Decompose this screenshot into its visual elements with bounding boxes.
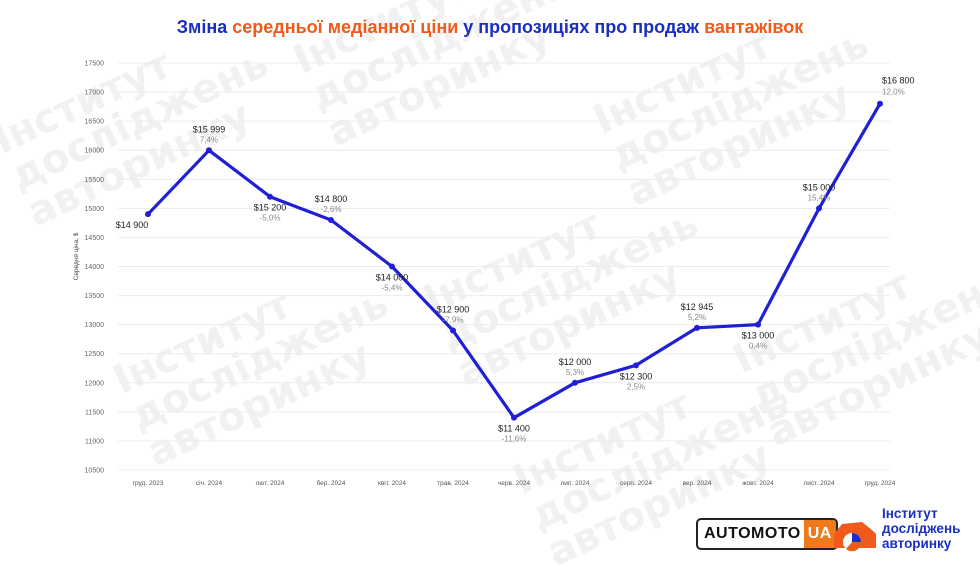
change-label: 15,4% [808, 193, 831, 202]
change-label: 7,4% [200, 135, 218, 144]
x-tick-label: груд. 2023 [133, 480, 164, 487]
institute-logo-line1: Інститут [882, 506, 938, 521]
data-point [267, 193, 273, 200]
data-point [816, 205, 822, 212]
x-tick-label: жовт. 2024 [742, 480, 774, 487]
y-tick-label: 14000 [85, 264, 105, 271]
y-tick-label: 16500 [85, 119, 105, 126]
x-tick-label: вер. 2024 [683, 480, 712, 487]
line-chart: 10500 11000 11500 12000 12500 13000 13500 14000… [72, 61, 915, 488]
value-label: $11 400 [498, 424, 530, 434]
value-label: $15 200 [254, 203, 287, 213]
change-label: -2,6% [321, 205, 342, 214]
change-label: 5,3% [566, 368, 584, 377]
x-tick-label: черв. 2024 [498, 480, 531, 487]
value-label: $14 000 [376, 273, 409, 283]
title-part: середньої медіанної ціни [232, 17, 459, 37]
y-tick-label: 12500 [85, 351, 105, 358]
y-tick-label: 14500 [85, 235, 105, 242]
y-tick-label: 15500 [85, 177, 105, 184]
institute-logo-line3: авторинку [882, 536, 952, 551]
value-label: $16 800 [882, 76, 915, 86]
data-point [389, 263, 395, 270]
y-tick-label: 16000 [85, 148, 105, 155]
value-label: $15 000 [803, 182, 836, 192]
data-point [755, 321, 761, 328]
automoto-logo-ua: UA [803, 520, 836, 548]
data-point [877, 100, 883, 107]
change-label: 12,0% [882, 88, 905, 97]
title-part: у пропозиціях про продаж [458, 17, 705, 37]
x-tick-label: трав. 2024 [437, 480, 469, 487]
value-label: $12 000 [559, 357, 592, 367]
automoto-logo: AUTOMOTO UA [696, 518, 838, 550]
y-tick-label: 11500 [85, 409, 104, 416]
institute-logo-line2: досліджень [882, 521, 961, 536]
car-pie-icon [834, 522, 876, 552]
data-point [633, 362, 639, 369]
x-tick-label: лип. 2024 [560, 480, 589, 487]
change-label: 2,5% [627, 382, 645, 391]
data-point [328, 216, 334, 223]
x-tick-label: серп. 2024 [620, 480, 652, 487]
data-point [145, 211, 151, 218]
y-tick-label: 17000 [85, 90, 105, 97]
change-label: 0,4% [749, 342, 767, 351]
value-label: $14 800 [315, 194, 348, 204]
change-label: -5,4% [382, 284, 403, 293]
y-tick-label: 13000 [85, 322, 105, 329]
title-part: вантажівок [704, 17, 804, 37]
x-tick-label: бер. 2024 [317, 479, 346, 487]
y-tick-label: 10500 [85, 468, 105, 475]
data-point [511, 414, 517, 421]
data-point [450, 327, 456, 334]
y-tick-label: 17500 [85, 61, 105, 68]
data-point [572, 379, 578, 386]
value-label: $12 945 [681, 302, 714, 312]
data-point [694, 324, 700, 331]
x-tick-label: лют. 2024 [256, 480, 285, 487]
change-label: 5,2% [688, 313, 706, 322]
title-part: Зміна [176, 17, 233, 37]
series-line [146, 102, 882, 420]
value-label: $12 900 [437, 304, 470, 314]
x-tick-label: лист. 2024 [803, 480, 834, 487]
y-tick-label: 12000 [85, 380, 105, 387]
value-label: $15 999 [193, 124, 226, 134]
automoto-logo-text: AUTOMOTO [704, 525, 801, 542]
institute-logo: Інститут досліджень авторинку [832, 504, 978, 556]
value-label: $14 900 [116, 220, 149, 230]
y-tick-label: 15000 [85, 206, 105, 213]
value-label: $12 300 [620, 371, 653, 381]
y-axis-label: Середня ціна, $ [72, 232, 80, 280]
change-label: -7,9% [443, 315, 464, 324]
chart-title: Зміна середньої медіанної ціни у пропози… [0, 17, 980, 38]
data-point [206, 147, 212, 154]
change-label: -11,6% [502, 435, 527, 444]
x-tick-label: квіт. 2024 [378, 479, 406, 487]
value-label: $13 000 [742, 331, 775, 341]
y-tick-label: 11000 [85, 438, 104, 445]
x-tick-label: січ. 2024 [196, 479, 223, 487]
y-tick-label: 13500 [85, 293, 105, 300]
x-tick-label: груд. 2024 [865, 480, 896, 487]
change-label: -5,0% [260, 214, 281, 223]
